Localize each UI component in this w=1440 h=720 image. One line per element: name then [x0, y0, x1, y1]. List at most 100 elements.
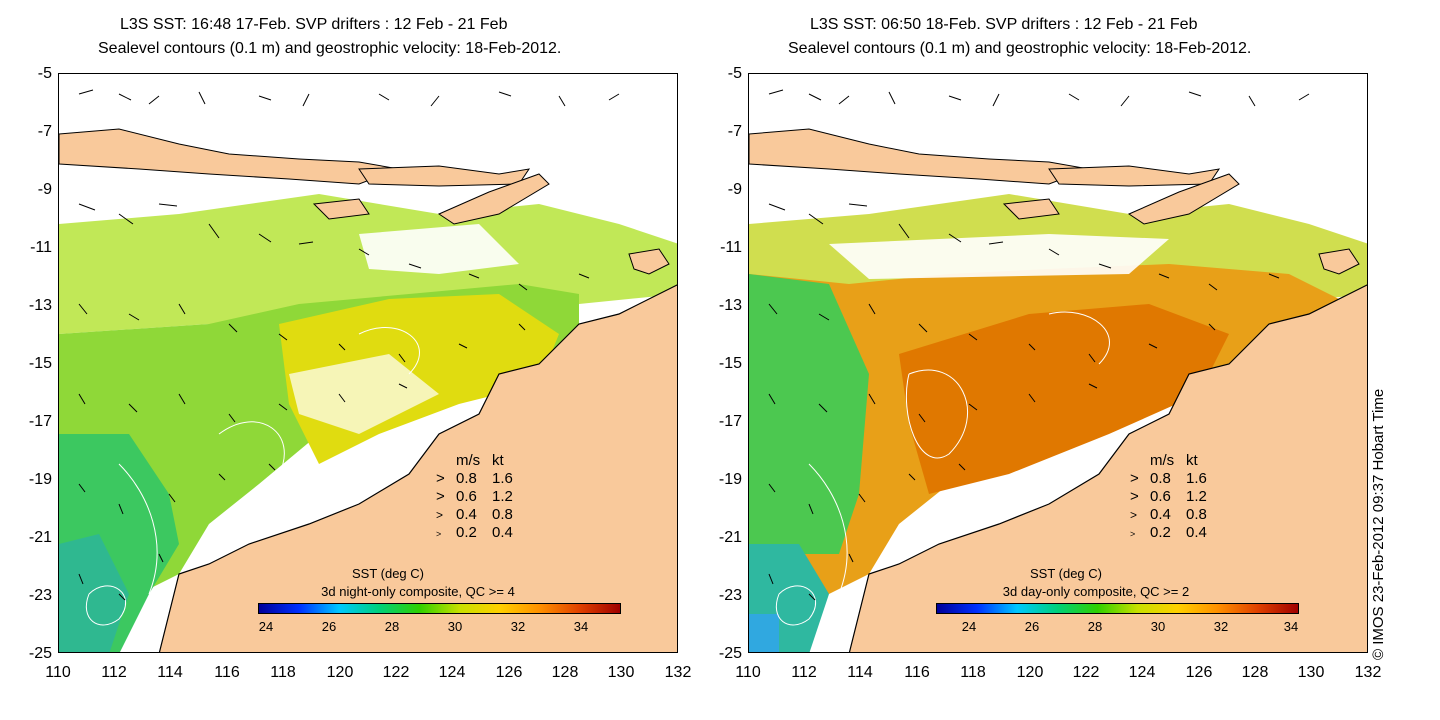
colorbar-tick: 28 — [1087, 619, 1103, 634]
velocity-vectors — [768, 89, 1310, 601]
arrow-medium-icon: > — [1130, 488, 1139, 505]
land-sumba — [1002, 198, 1060, 220]
velocity-legend: m/s kt >0.8 1.6 >0.6 1.2 >0.4 0.8 >0.2 0.4 — [1130, 452, 1207, 542]
x-tick-label: 120 — [326, 664, 354, 681]
land-java — [59, 128, 401, 185]
y-tick-label: -25 — [28, 645, 52, 662]
x-tick-label: 126 — [1185, 664, 1213, 681]
colorbar-tick: 34 — [1283, 619, 1299, 634]
sealevel-contour — [85, 585, 126, 626]
data-gap — [359, 224, 519, 274]
panel-subtitle: Sealevel contours (0.1 m) and geostrophi… — [788, 40, 1252, 57]
velocity-legend: m/s kt >0.8 1.6 >0.6 1.2 >0.4 0.8 >0.2 0.4 — [436, 452, 513, 542]
y-tick-label: -5 — [727, 65, 742, 82]
x-tick-label: 124 — [1128, 664, 1156, 681]
sst-field-hot — [899, 304, 1229, 494]
land-timor — [1127, 173, 1240, 225]
x-tick-label: 110 — [735, 664, 761, 681]
data-gap — [829, 234, 1169, 279]
legend-ms: 0.8 — [456, 470, 477, 487]
y-tick-label: -11 — [720, 239, 742, 256]
x-tick-label: 110 — [45, 664, 71, 681]
map-panel-night: L3S SST: 16:48 17-Feb. SVP drifters : 12… — [0, 0, 700, 720]
x-tick-label: 124 — [438, 664, 466, 681]
sst-map — [58, 73, 678, 653]
y-tick-label: -7 — [37, 123, 52, 140]
legend-header-kt: kt — [1186, 452, 1198, 469]
arrow-tiny-icon: > — [1130, 529, 1136, 539]
legend-kt: 0.4 — [492, 524, 513, 541]
x-tick-label: 132 — [664, 664, 692, 681]
x-tick-label: 132 — [1354, 664, 1382, 681]
land-melville — [628, 248, 670, 275]
sst-map-canvas — [749, 74, 1367, 652]
data-gap — [849, 74, 1089, 134]
panel-title: L3S SST: 06:50 18-Feb. SVP drifters : 12… — [810, 16, 1198, 33]
x-tick-label: 114 — [157, 664, 183, 681]
x-tick-label: 112 — [791, 664, 817, 681]
x-tick-label: 130 — [1297, 664, 1325, 681]
y-tick-label: -21 — [718, 529, 742, 546]
legend-ms: 0.2 — [456, 524, 477, 541]
land-timor — [437, 173, 550, 225]
sst-field-cold — [59, 534, 129, 652]
y-tick-label: -11 — [30, 239, 52, 256]
x-tick-label: 128 — [551, 664, 579, 681]
land-nusa-tenggara — [1048, 165, 1221, 187]
y-tick-label: -9 — [727, 181, 742, 198]
y-tick-label: -17 — [718, 413, 742, 430]
x-tick-label: 118 — [960, 664, 986, 681]
sealevel-contour — [775, 585, 816, 626]
map-panel-day: L3S SST: 06:50 18-Feb. SVP drifters : 12… — [690, 0, 1390, 720]
land-australia — [848, 284, 1367, 652]
y-tick-label: -17 — [28, 413, 52, 430]
y-tick-label: -23 — [28, 587, 52, 604]
x-tick-label: 114 — [847, 664, 873, 681]
y-tick-label: -9 — [37, 181, 52, 198]
sealevel-contour — [808, 463, 848, 595]
colorbar-tick: 24 — [258, 619, 274, 634]
land-java — [749, 128, 1091, 185]
legend-header-ms: m/s — [1150, 452, 1175, 469]
y-tick-label: -25 — [718, 645, 742, 662]
y-tick-label: -21 — [28, 529, 52, 546]
y-tick-label: -5 — [37, 65, 52, 82]
legend-kt: 1.6 — [492, 470, 513, 487]
data-gap — [199, 74, 359, 134]
colorbar-tick: 26 — [1024, 619, 1040, 634]
colorbar-tick: 32 — [1213, 619, 1229, 634]
legend-kt: 1.2 — [1186, 488, 1207, 505]
copyright-text: © IMOS 23-Feb-2012 09:37 Hobart Time — [1370, 388, 1387, 660]
x-tick-label: 118 — [270, 664, 296, 681]
legend-ms: 0.4 — [1150, 506, 1171, 523]
arrow-small-icon: > — [436, 508, 444, 522]
y-tick-label: -15 — [718, 355, 742, 372]
sealevel-contour — [218, 421, 285, 475]
colorbar-tick: 24 — [961, 619, 977, 634]
y-tick-label: -23 — [718, 587, 742, 604]
data-gap — [289, 354, 439, 434]
x-tick-label: 120 — [1016, 664, 1044, 681]
panel-subtitle: Sealevel contours (0.1 m) and geostrophi… — [98, 40, 562, 57]
arrow-medium-icon: > — [436, 488, 445, 505]
colorbar-title: SST (deg C) — [1029, 566, 1102, 581]
y-tick-label: -19 — [28, 471, 52, 488]
colorbar-tick: 32 — [510, 619, 526, 634]
y-tick-label: -13 — [28, 297, 52, 314]
legend-kt: 0.8 — [1186, 506, 1207, 523]
legend-kt: 0.8 — [492, 506, 513, 523]
arrow-large-icon: > — [1130, 470, 1139, 487]
x-tick-label: 122 — [382, 664, 410, 681]
legend-ms: 0.4 — [456, 506, 477, 523]
legend-ms: 0.8 — [1150, 470, 1171, 487]
x-tick-label: 122 — [1072, 664, 1100, 681]
sealevel-contour — [1048, 311, 1110, 365]
sealevel-contour — [118, 463, 158, 595]
sst-colorbar — [936, 603, 1299, 614]
colorbar-tick: 30 — [1150, 619, 1166, 634]
y-tick-label: -15 — [28, 355, 52, 372]
colorbar-subtitle: 3d night-only composite, QC >= 4 — [321, 584, 515, 599]
legend-kt: 0.4 — [1186, 524, 1207, 541]
velocity-vectors — [78, 89, 620, 601]
land-sumba — [312, 198, 370, 220]
